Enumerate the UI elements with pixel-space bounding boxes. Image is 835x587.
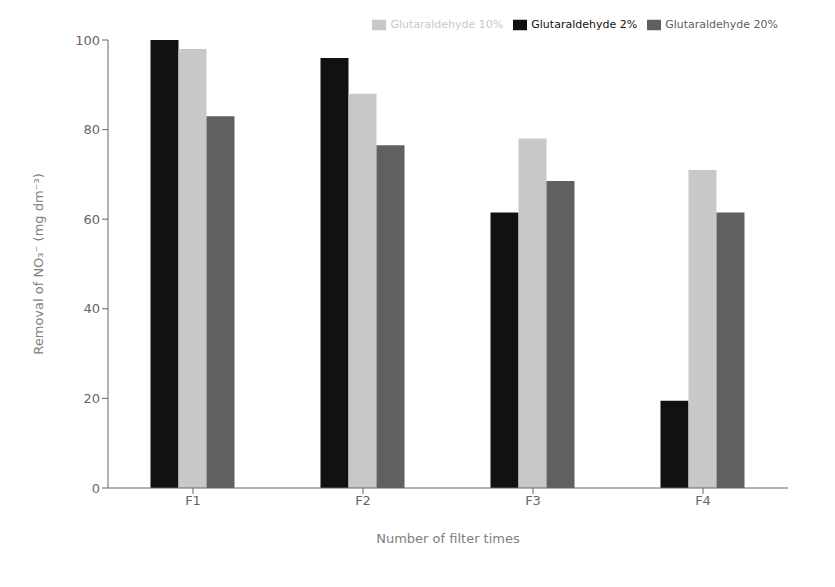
html-text:Glutaraldehyde 2%: Glutaraldehyde 2%	[531, 18, 638, 31]
svg-text:0: 0	[92, 481, 100, 496]
svg-text:100: 100	[75, 33, 100, 48]
svg-text:F4: F4	[695, 493, 711, 508]
svg-text:80: 80	[83, 122, 100, 137]
html-text:Glutaraldehyde 20%: Glutaraldehyde 20%	[665, 18, 778, 31]
html-text:Glutaraldehyde 10%: Glutaraldehyde 10%	[390, 18, 504, 31]
svg-text:F3: F3	[525, 493, 541, 508]
svg-text:F1: F1	[185, 493, 201, 508]
svg-text:60: 60	[83, 212, 100, 227]
svg-text:Number of filter times: Number of filter times	[376, 531, 520, 546]
svg-text:40: 40	[83, 301, 100, 316]
svg-text:F2: F2	[355, 493, 371, 508]
svg-text:Removal of NO₃⁻ (mg dm⁻³): Removal of NO₃⁻ (mg dm⁻³)	[31, 173, 46, 354]
svg-text:20: 20	[83, 391, 100, 406]
